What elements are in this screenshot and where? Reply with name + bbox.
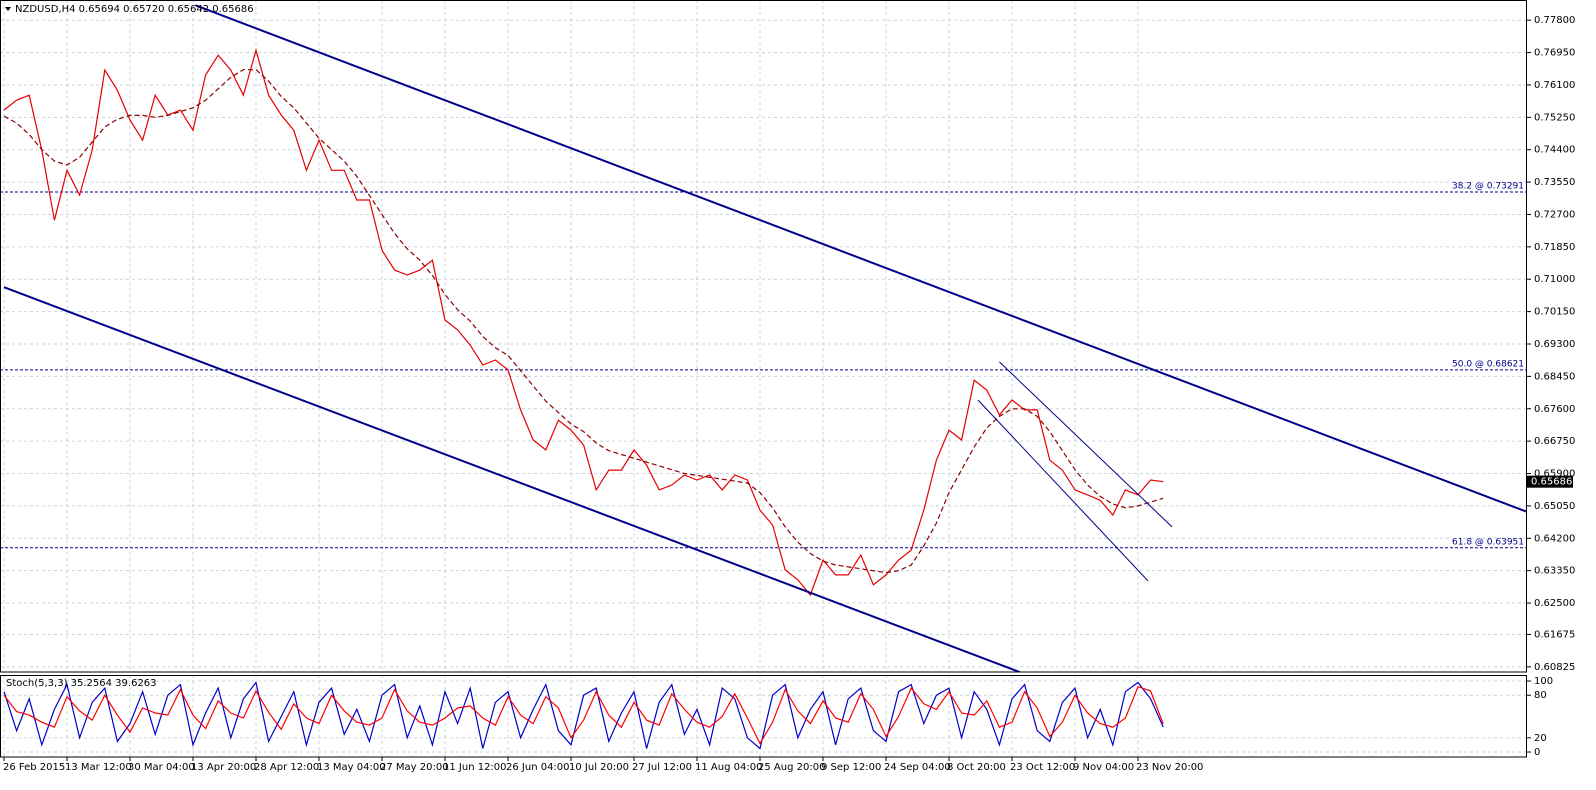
x-tick-label: 27 Jul 12:00 [632, 762, 692, 773]
x-tick-label: 25 Aug 20:00 [758, 762, 825, 773]
y-tick-label: 0.67600 [1534, 404, 1575, 415]
y-tick-label: 0.62500 [1534, 598, 1575, 609]
stoch-title: Stoch(5,3,3) 35.2564 39.6263 [6, 678, 157, 689]
y-tick-label: 0.63350 [1534, 566, 1575, 577]
y-tick-label: 80 [1534, 690, 1547, 701]
y-tick-label: 0.60825 [1534, 662, 1575, 673]
y-tick-label: 0.66750 [1534, 436, 1575, 447]
fib-label: 61.8 @ 0.63951 [1452, 537, 1524, 547]
y-tick-label: 0.70150 [1534, 307, 1575, 318]
y-tick-label: 0.73550 [1534, 177, 1575, 188]
y-tick-label: 0.76100 [1534, 80, 1575, 91]
x-tick-label: 30 Mar 04:00 [128, 762, 195, 773]
trendline [977, 399, 1149, 582]
stoch-frame [0, 675, 1527, 758]
x-tick-label: 23 Nov 20:00 [1136, 762, 1203, 773]
trendline [195, 4, 1527, 513]
labels: NZDUSD,H4 0.65694 0.65720 0.65642 0.6568… [0, 0, 1575, 773]
trendline [999, 361, 1173, 528]
y-tick-label: 0.72700 [1534, 209, 1575, 220]
x-tick-label: 11 Aug 04:00 [695, 762, 762, 773]
y-tick-label: 20 [1534, 733, 1547, 744]
last-price-label: 0.65686 [1531, 477, 1572, 488]
menu-triangle[interactable] [5, 7, 11, 11]
line-series [3, 681, 1164, 750]
x-tick-label: 13 May 04:00 [317, 762, 386, 773]
line-series [3, 48, 1164, 597]
x-tick-label: 26 Feb 2015 [3, 762, 65, 773]
x-tick-label: 9 Nov 04:00 [1073, 762, 1134, 773]
y-tick-label: 0.65900 [1534, 469, 1575, 480]
price-panel [0, 0, 1527, 672]
y-tick-label: 0.65050 [1534, 501, 1575, 512]
y-tick-label: 0 [1534, 747, 1540, 758]
y-tick-label: 0.74400 [1534, 145, 1575, 156]
chart-title: NZDUSD,H4 0.65694 0.65720 0.65642 0.6568… [15, 4, 254, 15]
fib-label: 50.0 @ 0.68621 [1452, 359, 1524, 369]
x-tick-label: 28 Apr 12:00 [254, 762, 319, 773]
y-tick-label: 100 [1534, 676, 1553, 687]
fib-label: 38.2 @ 0.73291 [1452, 181, 1524, 191]
x-tick-label: 13 Apr 20:00 [191, 762, 256, 773]
y-tick-label: 0.64200 [1534, 533, 1575, 544]
y-tick-label: 0.69300 [1534, 339, 1575, 350]
y-tick-label: 0.71000 [1534, 274, 1575, 285]
x-tick-label: 9 Sep 12:00 [821, 762, 881, 773]
x-tick-label: 10 Jul 20:00 [569, 762, 629, 773]
y-tick-label: 0.71850 [1534, 242, 1575, 253]
x-tick-label: 26 Jun 04:00 [506, 762, 570, 773]
x-tick-label: 23 Oct 12:00 [1010, 762, 1075, 773]
line-series [3, 685, 1164, 745]
price-frame [0, 0, 1527, 673]
x-tick-label: 8 Oct 20:00 [947, 762, 1006, 773]
last-price-box [1527, 475, 1573, 488]
x-tick-label: 27 May 20:00 [380, 762, 449, 773]
y-tick-label: 0.68450 [1534, 371, 1575, 382]
y-tick-label: 0.75250 [1534, 112, 1575, 123]
stoch-panel [0, 675, 1527, 757]
x-tick-label: 24 Sep 04:00 [884, 762, 951, 773]
y-tick-label: 0.76950 [1534, 48, 1575, 59]
x-tick-label: 13 Mar 12:00 [65, 762, 132, 773]
y-tick-label: 0.77800 [1534, 15, 1575, 26]
trendline [3, 286, 1020, 672]
line-series [3, 69, 1164, 574]
y-tick-label: 0.61675 [1534, 629, 1575, 640]
x-tick-label: 11 Jun 12:00 [443, 762, 507, 773]
